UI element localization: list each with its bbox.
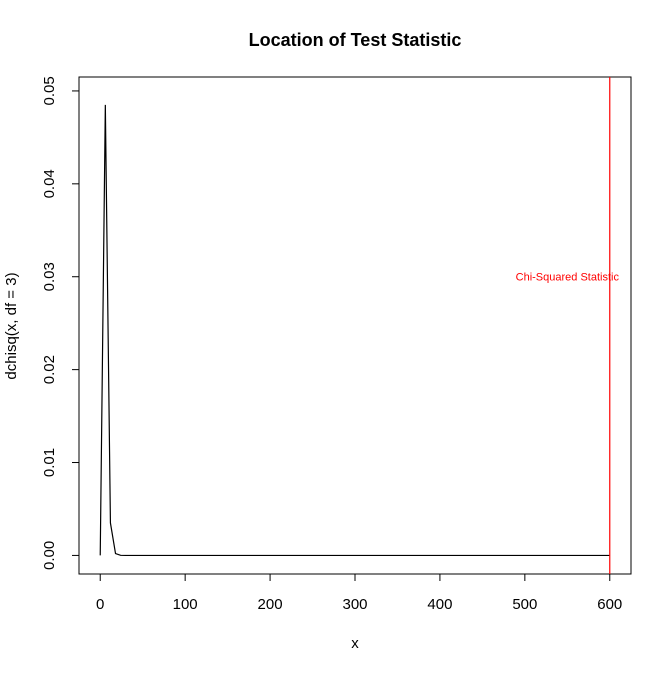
y-tick-label: 0.03 [41,262,58,291]
y-tick-label: 0.05 [41,76,58,105]
y-axis: 0.00 0.01 0.02 0.03 0.04 0.05 [41,76,80,570]
density-line [99,104,610,557]
x-tick-label: 600 [597,596,622,613]
y-tick-label: 0.02 [41,355,58,384]
y-tick-label: 0.04 [41,169,58,198]
y-tick-label: 0.01 [41,448,58,477]
x-tick-label: 0 [96,596,104,613]
plot-box [78,76,632,575]
x-tick-label: 100 [173,596,198,613]
x-tick-label: 200 [258,596,283,613]
y-tick-label: 0.00 [41,541,58,570]
x-tick-label: 500 [512,596,537,613]
x-tick-label: 400 [427,596,452,613]
chart-title: Location of Test Statistic [249,30,462,50]
x-axis-label: x [351,635,359,652]
y-axis-label: dchisq(x, df = 3) [3,272,20,379]
chi-squared-annotation: Chi-Squared Statistic [516,272,620,284]
x-tick-label: 300 [342,596,367,613]
series-layer [99,104,610,557]
x-axis: 0 100 200 300 400 500 600 [96,573,622,613]
